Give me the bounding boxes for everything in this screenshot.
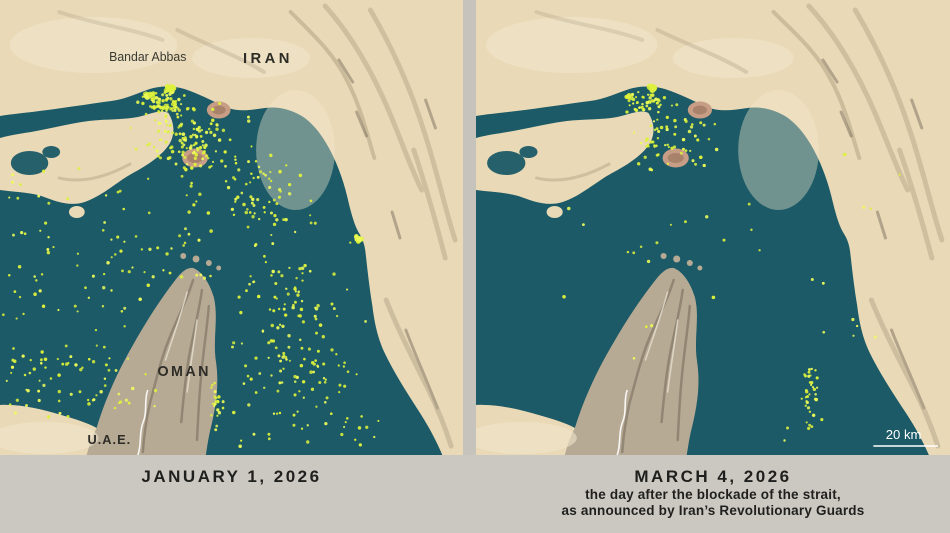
- map-panels: Bandar Abbas IRAN OMAN U.A.E. 20 km: [0, 0, 950, 455]
- scale-bar-label: 20 km: [886, 427, 922, 442]
- january-map: Bandar Abbas IRAN OMAN U.A.E.: [0, 0, 463, 455]
- map-panel-january: Bandar Abbas IRAN OMAN U.A.E.: [0, 0, 463, 455]
- map-panel-march: 20 km: [476, 0, 950, 455]
- march-map: 20 km: [476, 0, 950, 455]
- caption-march-date: MARCH 4, 2026: [634, 467, 792, 486]
- label-oman: OMAN: [157, 364, 210, 380]
- ship-dots-layer-january: [1, 83, 380, 449]
- caption-january: JANUARY 1, 2026: [0, 455, 463, 487]
- caption-march-subtitle-2: as announced by Iran’s Revolutionary Gua…: [561, 503, 865, 519]
- ship-dots-layer-march: [562, 83, 901, 442]
- caption-march: MARCH 4, 2026 the day after the blockade…: [476, 455, 950, 519]
- label-bandar-abbas: Bandar Abbas: [109, 50, 186, 64]
- caption-january-date: JANUARY 1, 2026: [141, 467, 322, 486]
- label-uae: U.A.E.: [88, 432, 132, 447]
- panel-divider: [463, 0, 476, 455]
- caption-bar: JANUARY 1, 2026 MARCH 4, 2026 the day af…: [0, 455, 950, 533]
- label-iran: IRAN: [243, 51, 293, 67]
- caption-march-subtitle-1: the day after the blockade of the strait…: [585, 487, 841, 503]
